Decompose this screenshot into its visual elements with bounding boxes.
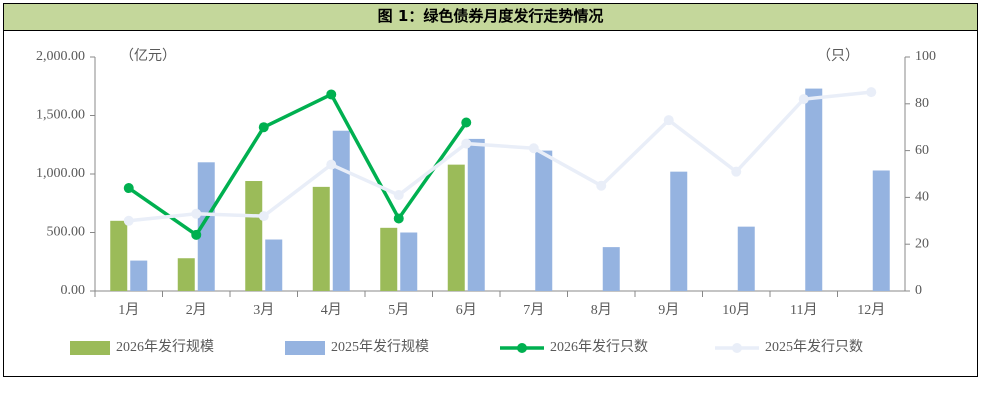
legend-label: 2026年发行规模 bbox=[116, 339, 214, 355]
x-tick-label: 2月 bbox=[186, 302, 207, 318]
x-tick-label: 4月 bbox=[321, 302, 342, 318]
y2-unit: （只） bbox=[817, 48, 859, 64]
x-tick-label: 9月 bbox=[658, 302, 679, 318]
marker bbox=[393, 190, 404, 201]
marker bbox=[326, 89, 337, 100]
bar bbox=[197, 162, 215, 291]
bar bbox=[312, 186, 330, 291]
bar bbox=[130, 260, 148, 291]
bar bbox=[380, 227, 398, 291]
marker bbox=[123, 215, 134, 226]
bar bbox=[265, 239, 283, 291]
bar bbox=[737, 226, 755, 291]
marker bbox=[393, 213, 404, 224]
marker bbox=[191, 229, 202, 240]
bar bbox=[110, 220, 128, 291]
marker bbox=[461, 117, 472, 128]
marker bbox=[866, 87, 877, 98]
marker bbox=[258, 211, 269, 222]
chart-title: 图 1：绿色债券月度发行走势情况 bbox=[3, 3, 978, 31]
bar bbox=[245, 181, 263, 291]
x-tick-label: 3月 bbox=[253, 302, 274, 318]
y-tick-label: 2,000.00 bbox=[36, 49, 85, 64]
legend-label: 2026年发行只数 bbox=[550, 339, 648, 355]
line bbox=[127, 92, 468, 238]
y2-tick-label: 60 bbox=[915, 143, 929, 158]
bar bbox=[400, 232, 418, 291]
marker bbox=[798, 94, 809, 105]
legend-label: 2025年发行只数 bbox=[765, 339, 863, 355]
x-tick-label: 1月 bbox=[118, 302, 139, 318]
bar bbox=[447, 164, 465, 291]
line bbox=[128, 90, 872, 223]
x-tick-label: 7月 bbox=[523, 302, 544, 318]
bar bbox=[177, 258, 195, 291]
x-tick-label: 6月 bbox=[456, 302, 477, 318]
marker bbox=[528, 143, 539, 154]
legend-swatch bbox=[70, 341, 110, 355]
marker bbox=[258, 122, 269, 133]
bar bbox=[535, 150, 553, 291]
marker bbox=[191, 208, 202, 219]
y2-tick-label: 100 bbox=[915, 49, 936, 64]
x-tick-label: 5月 bbox=[388, 302, 409, 318]
marker bbox=[663, 115, 674, 126]
x-tick-label: 8月 bbox=[591, 302, 612, 318]
legend-marker bbox=[517, 343, 527, 353]
y2-tick-label: 20 bbox=[915, 236, 929, 251]
bar bbox=[467, 138, 485, 291]
y-tick-label: 500.00 bbox=[47, 225, 86, 240]
y-tick-label: 1,000.00 bbox=[36, 166, 85, 181]
x-tick-label: 10月 bbox=[722, 302, 750, 318]
marker bbox=[731, 166, 742, 177]
legend-marker bbox=[732, 343, 742, 353]
y-tick-label: 1,500.00 bbox=[36, 108, 85, 123]
bar bbox=[670, 171, 688, 291]
bar bbox=[602, 247, 620, 291]
bar bbox=[872, 170, 890, 291]
y2-tick-label: 80 bbox=[915, 96, 929, 111]
y-unit: （亿元） bbox=[120, 48, 176, 64]
marker bbox=[123, 183, 134, 194]
marker bbox=[596, 180, 607, 191]
x-tick-label: 12月 bbox=[857, 302, 885, 318]
x-tick-label: 11月 bbox=[790, 302, 817, 318]
legend-swatch bbox=[285, 341, 325, 355]
bar bbox=[805, 88, 823, 291]
marker bbox=[461, 138, 472, 149]
legend-label: 2025年发行规模 bbox=[331, 339, 429, 355]
y2-tick-label: 0 bbox=[915, 283, 922, 298]
marker bbox=[326, 159, 337, 170]
y2-tick-label: 40 bbox=[915, 190, 929, 205]
y-tick-label: 0.00 bbox=[61, 283, 86, 298]
bar bbox=[332, 130, 350, 291]
